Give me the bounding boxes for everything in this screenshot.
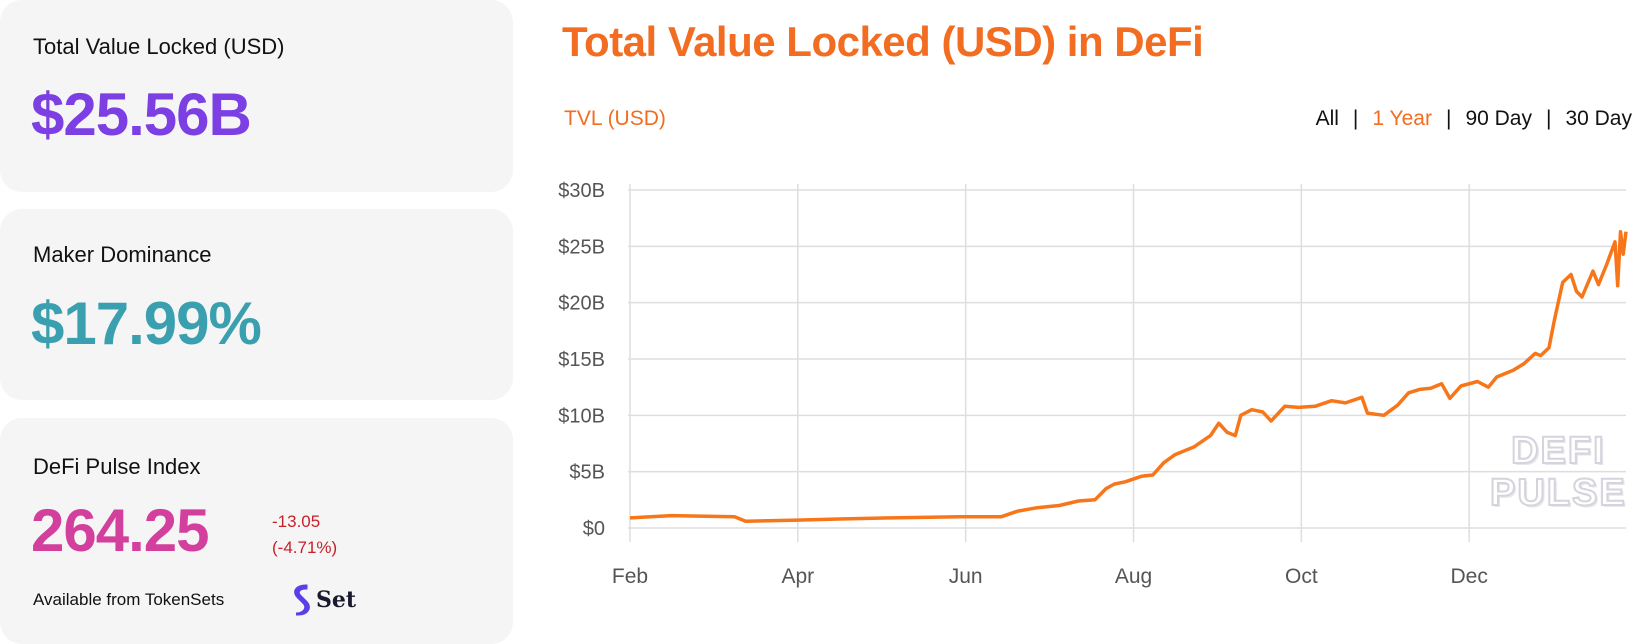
tvl-value: $25.56B xyxy=(31,81,252,148)
tvl-series-line xyxy=(629,229,1628,523)
tvl-label: Total Value Locked (USD) xyxy=(33,34,285,59)
y-tick-label: $10B xyxy=(558,405,605,427)
defi-pulse-watermark: DEFI PULSE xyxy=(1489,429,1627,515)
x-tick-label: Dec xyxy=(1450,565,1487,588)
dpi-change: -13.05 xyxy=(272,512,321,531)
maker-dominance-card: Maker Dominance $17.99% xyxy=(0,209,513,400)
tokensets-link[interactable]: Set xyxy=(290,584,356,616)
y-tick-label: $5B xyxy=(569,462,605,484)
y-tick-label: $20B xyxy=(558,293,605,315)
y-tick-label: $15B xyxy=(558,349,605,371)
dpi-change-pct: (-4.71%) xyxy=(272,538,338,557)
range-separator: | xyxy=(1445,107,1452,130)
x-tick-label: Apr xyxy=(781,565,814,588)
range-30-day[interactable]: 30 Day xyxy=(1565,107,1632,130)
y-tick-label: $25B xyxy=(558,236,605,258)
x-tick-label: Aug xyxy=(1115,565,1152,588)
dpi-label: DeFi Pulse Index xyxy=(33,454,201,479)
available-text: Available from TokenSets xyxy=(33,590,225,609)
range-separator: | xyxy=(1545,107,1552,130)
range-selector: All | 1 Year | 90 Day | 30 Day xyxy=(1316,107,1632,131)
dpi-value: 264.25 xyxy=(31,497,210,564)
maker-value: $17.99% xyxy=(31,290,262,357)
set-logo-text: Set xyxy=(316,587,357,613)
range-1-year[interactable]: 1 Year xyxy=(1372,107,1432,130)
y-tick-label: $30B xyxy=(558,180,605,202)
x-tick-label: Feb xyxy=(612,565,648,588)
x-tick-label: Jun xyxy=(949,565,983,588)
chart-title: Total Value Locked (USD) in DeFi xyxy=(562,18,1204,65)
range-separator: | xyxy=(1352,107,1359,130)
y-tick-label: $0 xyxy=(583,518,605,540)
range-all[interactable]: All xyxy=(1315,107,1339,130)
maker-label: Maker Dominance xyxy=(33,242,212,267)
x-tick-label: Oct xyxy=(1285,565,1318,588)
defi-pulse-index-card: DeFi Pulse Index 264.25 -13.05 (-4.71%) … xyxy=(0,418,513,644)
set-logo-icon xyxy=(294,584,310,616)
legend-tvl[interactable]: TVL (USD) xyxy=(564,107,666,130)
tvl-card: Total Value Locked (USD) $25.56B xyxy=(0,0,513,192)
range-90-day[interactable]: 90 Day xyxy=(1465,107,1532,130)
